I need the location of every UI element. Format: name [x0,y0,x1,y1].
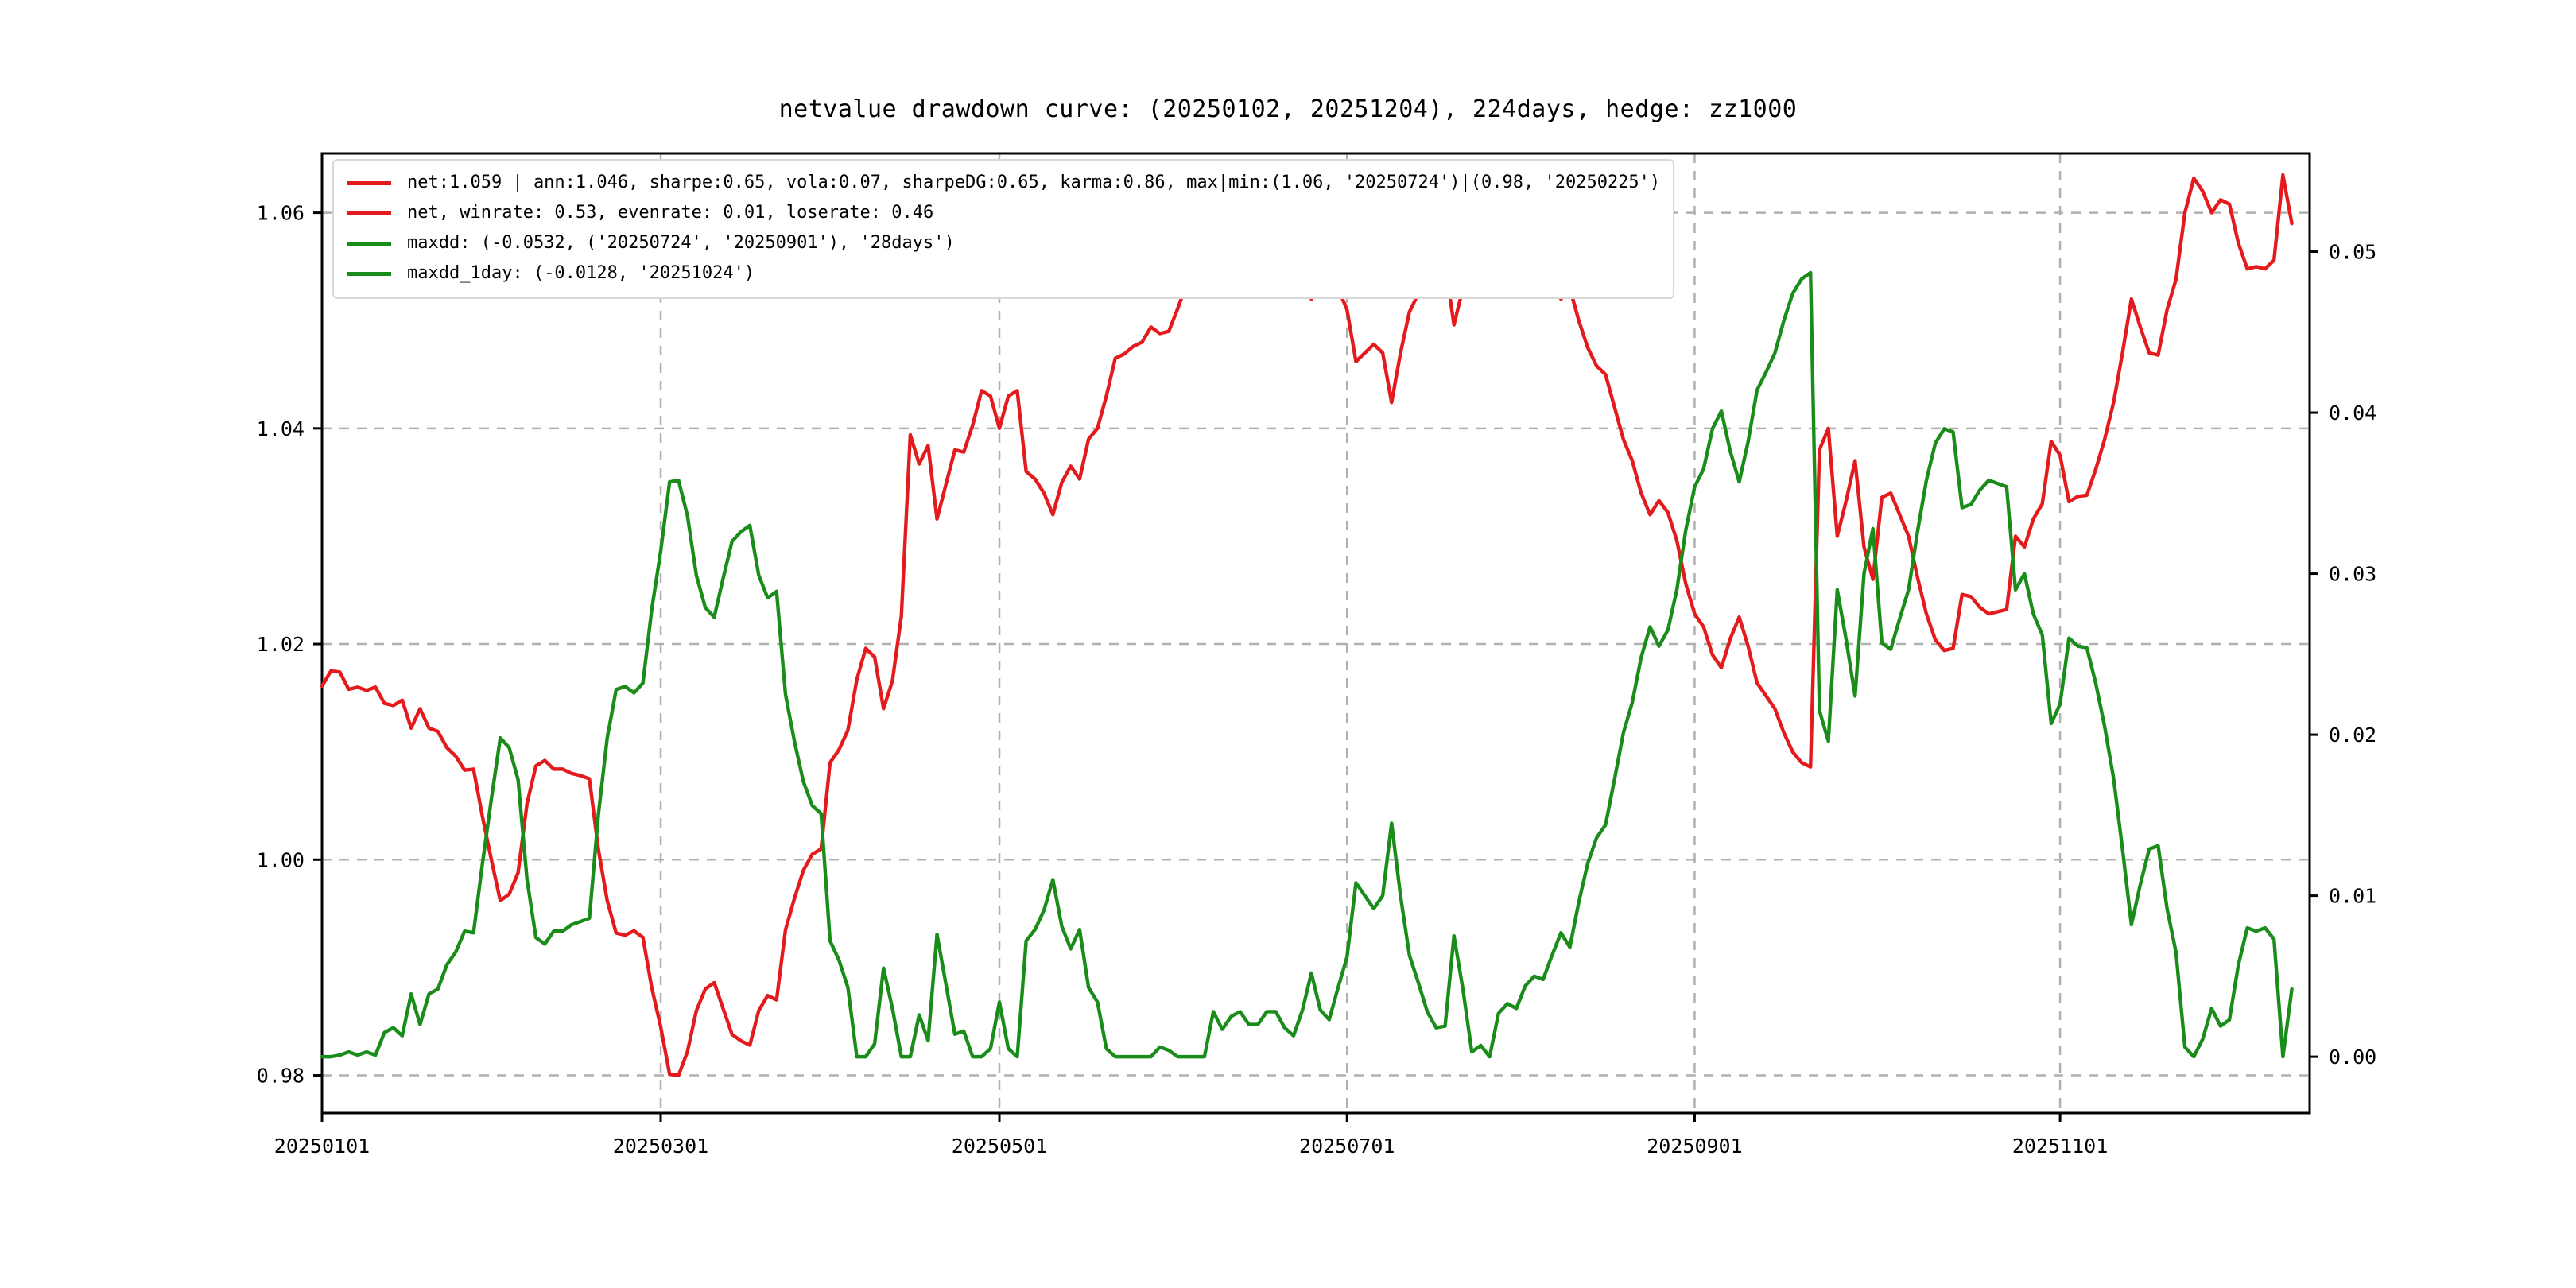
x-axis-tick-label: 20250101 [274,1135,370,1158]
series-line-net [320,173,2294,1077]
legend-color-swatch [347,271,391,276]
x-axis-tick-label: 20250501 [952,1135,1047,1158]
legend-item-label: maxdd: (-0.0532, ('20250724', '20250901'… [407,233,955,253]
left-axis-tick-label: 1.02 [257,633,305,656]
x-axis-tick-label: 20250901 [1647,1135,1742,1158]
right-axis-tick-label: 0.01 [2329,885,2376,908]
chart-legend: net:1.059 | ann:1.046, sharpe:0.65, vola… [332,159,1675,299]
x-axis-tick-label: 20251101 [2012,1135,2108,1158]
legend-item-label: maxdd_1day: (-0.0128, '20251024') [407,263,755,283]
axis-ticks [313,211,2318,1122]
left-axis-tick-label: 0.98 [257,1065,305,1088]
legend-item[interactable]: maxdd_1day: (-0.0128, '20251024') [347,258,1660,289]
right-axis-tick-label: 0.02 [2329,724,2376,747]
legend-item-label: net, winrate: 0.53, evenrate: 0.01, lose… [407,203,934,223]
right-axis-tick-label: 0.03 [2329,563,2376,586]
legend-item[interactable]: maxdd: (-0.0532, ('20250724', '20250901'… [347,228,1660,258]
left-axis-tick-label: 1.00 [257,848,305,871]
x-axis-tick-label: 20250301 [613,1135,708,1158]
legend-item[interactable]: net, winrate: 0.53, evenrate: 0.01, lose… [347,198,1660,228]
x-axis-tick-label: 20250701 [1299,1135,1395,1158]
axis-frame [320,152,2311,1115]
legend-color-swatch [347,211,391,215]
page-title: netvalue drawdown curve: (20250102, 2025… [778,95,1798,123]
legend-item[interactable]: net:1.059 | ann:1.046, sharpe:0.65, vola… [347,168,1660,198]
legend-color-swatch [347,241,391,246]
axis-tick-labels: 0.98 1.00 1.02 1.04 1.06 0.00 0.01 0.02 0.03 0.04… [257,202,2376,1158]
right-axis-tick-label: 0.05 [2329,241,2376,264]
series-line-maxdd [320,270,2294,1059]
legend-item-label: net:1.059 | ann:1.046, sharpe:0.65, vola… [407,173,1661,192]
left-axis-tick-label: 1.06 [257,202,305,225]
plot-frame [320,152,2311,1115]
legend-color-swatch [347,180,391,185]
series-lines [320,173,2294,1077]
right-axis-tick-label: 0.04 [2329,402,2376,425]
left-axis-tick-label: 1.04 [257,417,305,440]
right-axis-tick-label: 0.00 [2329,1046,2376,1069]
